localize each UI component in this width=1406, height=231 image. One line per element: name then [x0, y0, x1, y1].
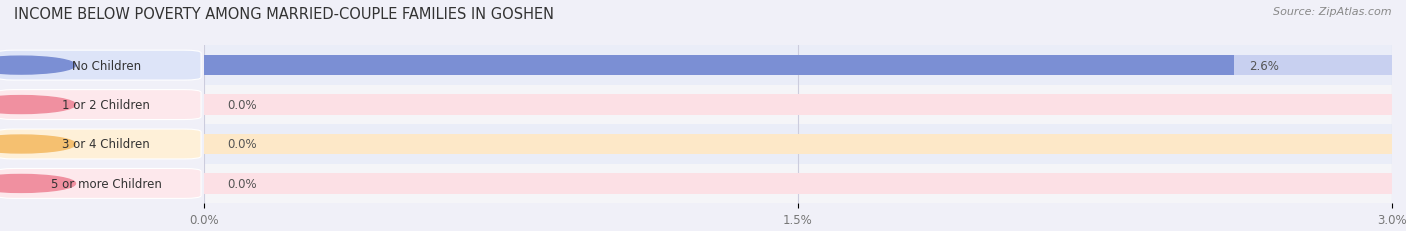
Text: INCOME BELOW POVERTY AMONG MARRIED-COUPLE FAMILIES IN GOSHEN: INCOME BELOW POVERTY AMONG MARRIED-COUPL… [14, 7, 554, 22]
Bar [204, 56, 1233, 76]
Bar [204, 85, 1392, 125]
Text: 1 or 2 Children: 1 or 2 Children [62, 99, 150, 112]
Bar [204, 134, 1392, 155]
Bar [204, 95, 1392, 115]
Bar [204, 56, 1392, 76]
Bar [204, 164, 1392, 203]
Bar [204, 46, 1392, 85]
Text: 5 or more Children: 5 or more Children [51, 177, 162, 190]
Bar [204, 173, 1392, 194]
Text: Source: ZipAtlas.com: Source: ZipAtlas.com [1274, 7, 1392, 17]
Text: No Children: No Children [72, 59, 141, 72]
Text: 2.6%: 2.6% [1250, 59, 1279, 72]
Text: 0.0%: 0.0% [228, 138, 257, 151]
Bar [204, 125, 1392, 164]
Text: 3 or 4 Children: 3 or 4 Children [62, 138, 150, 151]
Text: 0.0%: 0.0% [228, 177, 257, 190]
Text: 0.0%: 0.0% [228, 99, 257, 112]
